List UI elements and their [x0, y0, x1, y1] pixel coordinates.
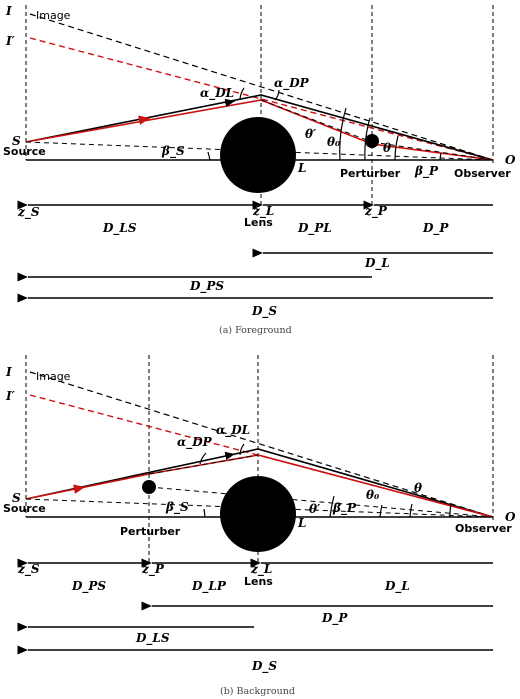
label-I-prime: I′ — [5, 34, 16, 48]
label-z-L: z_L — [252, 204, 274, 219]
label-D-LS: D_LS — [135, 631, 170, 646]
black-ray — [25, 448, 494, 518]
label-perturber: Perturber — [120, 525, 181, 538]
caption-foreground: (a) Foreground — [219, 325, 292, 336]
perturber-mass — [365, 134, 379, 148]
image-line-I — [29, 13, 494, 161]
label-L: L — [297, 161, 306, 175]
label-lens: Lens — [244, 216, 273, 229]
label-beta-S: β_S — [165, 500, 189, 515]
label-D-L: D_L — [384, 579, 410, 594]
label-z-S: z_S — [17, 562, 40, 577]
label-observer: Observer — [454, 167, 511, 180]
label-S: S — [12, 134, 21, 148]
label-theta-0: θ₀ — [327, 135, 341, 149]
label-I: I — [5, 365, 12, 379]
label-D-PL: D_PL — [297, 221, 332, 236]
label-image: Image — [36, 370, 71, 383]
label-D-L: D_L — [364, 256, 390, 271]
label-theta: θ — [414, 481, 422, 495]
panel-background: I Image I′ S Source O Observer L Perturb… — [3, 355, 516, 697]
label-D-S: D_S — [251, 304, 277, 319]
label-D-PS: D_PS — [71, 579, 106, 594]
label-L: L — [297, 516, 306, 530]
label-z-P: z_P — [364, 204, 388, 219]
label-O: O — [505, 153, 516, 167]
panel-foreground: I Image I′ S Source O Observer L Perturb… — [3, 4, 516, 336]
label-I: I — [5, 4, 12, 18]
label-D-S: D_S — [251, 659, 277, 674]
lens-mass — [220, 117, 296, 193]
lens-mass — [220, 476, 296, 552]
label-beta-P: β_P — [332, 501, 357, 516]
caption-background: (b) Background — [220, 686, 295, 697]
label-alpha-DP: α_DP — [274, 76, 310, 91]
image-line-I — [29, 371, 494, 518]
label-z-P: z_P — [141, 562, 165, 577]
black-ray — [25, 94, 494, 161]
label-beta-S: β_S — [161, 144, 185, 159]
label-z-S: z_S — [17, 205, 40, 220]
label-D-P: D_P — [321, 611, 348, 626]
label-O: O — [505, 510, 516, 524]
label-theta: θ — [383, 141, 391, 155]
label-perturber: Perturber — [340, 167, 401, 180]
label-beta-P: β_P — [414, 164, 439, 179]
perturber-mass — [142, 480, 156, 494]
label-alpha-DL: α_DL — [216, 423, 250, 438]
label-observer: Observer — [455, 522, 512, 535]
label-alpha-DL: α_DL — [200, 86, 234, 101]
label-D-LS: D_LS — [102, 221, 137, 236]
label-I-prime: I′ — [5, 389, 16, 403]
label-theta-0: θ₀ — [366, 488, 380, 502]
label-D-P: D_P — [422, 221, 449, 236]
label-alpha-DP: α_DP — [177, 435, 213, 450]
label-source: Source — [3, 502, 46, 515]
label-source: Source — [3, 145, 46, 158]
label-theta-prime: θ′ — [305, 127, 317, 141]
label-D-PS: D_PS — [189, 279, 224, 294]
label-D-LP: D_LP — [191, 579, 227, 594]
label-lens: Lens — [244, 575, 273, 588]
label-S: S — [12, 491, 21, 505]
label-image: Image — [36, 9, 71, 22]
label-theta-prime: θ′ — [309, 502, 321, 516]
label-z-L: z_L — [250, 562, 272, 577]
